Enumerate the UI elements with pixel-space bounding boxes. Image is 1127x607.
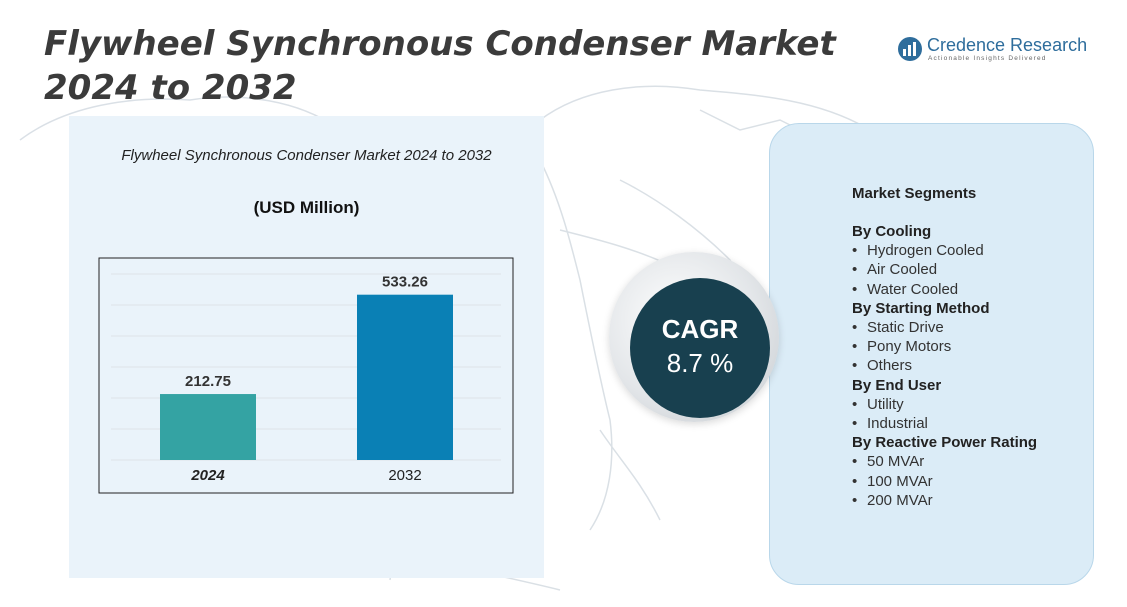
chart-title: Flywheel Synchronous Condenser Market 20… <box>121 147 492 164</box>
bullet-dot: • <box>852 395 858 413</box>
chart-panel: Flywheel Synchronous Condenser Market 20… <box>69 116 544 578</box>
segment-item-label: Air Cooled <box>867 261 938 279</box>
cagr-label: CAGR <box>661 314 739 344</box>
page-title: Flywheel Synchronous Condenser Market 20… <box>44 24 836 108</box>
segments-heading: Market Segments <box>852 185 977 202</box>
segment-item: • Hydrogen Cooled <box>852 241 1037 260</box>
brand-name: Credence Research <box>927 35 1088 55</box>
segment-item-label: 100 MVAr <box>867 472 933 490</box>
market-segments-panel: Market Segments By Cooling • Hydrogen Cool… <box>769 123 1094 585</box>
segment-item: • Utility <box>852 395 1037 414</box>
data-label: 533.26 <box>382 274 428 291</box>
segment-group-title: By End User <box>852 376 942 394</box>
credence-research-logo-icon <box>898 37 922 61</box>
bullet-dot: • <box>852 280 858 298</box>
segment-item: • Air Cooled <box>852 260 1037 279</box>
cagr-value: 8.7 % <box>666 348 734 378</box>
segment-item-label: Hydrogen Cooled <box>867 242 984 260</box>
segment-item-label: Industrial <box>867 415 928 433</box>
segment-item: • 50 MVAr <box>852 452 1037 471</box>
segment-group-title: By Reactive Power Rating <box>852 434 1038 452</box>
chart-frame <box>98 257 514 494</box>
segment-item-label: 200 MVAr <box>867 491 933 509</box>
bullet-dot: • <box>852 357 858 375</box>
segment-item: • 200 MVAr <box>852 491 1037 510</box>
chart-unit-label: (USD Million) <box>253 198 360 217</box>
segment-item-label: 50 MVAr <box>867 453 925 471</box>
segment-item-label: Static Drive <box>867 319 944 337</box>
category-label: 2024 <box>190 467 225 484</box>
segment-item-label: Utility <box>867 395 904 413</box>
segment-item: • Static Drive <box>852 318 1037 337</box>
segments-list: Market Segments By Cooling • Hydrogen Cool… <box>852 184 1037 510</box>
segment-item: • Pony Motors <box>852 337 1037 356</box>
bullet-dot: • <box>852 415 858 433</box>
segment-item: • Others <box>852 356 1037 375</box>
segment-item: • Water Cooled <box>852 280 1037 299</box>
segment-group-title: By Starting Method <box>852 299 990 317</box>
bar-chart: 212.75 2024 533.26 2032 <box>98 257 514 494</box>
cagr-badge: CAGR 8.7 % <box>630 278 770 418</box>
bullet-dot: • <box>852 242 858 260</box>
segment-group-title: By Cooling <box>852 223 932 240</box>
bar-2024 <box>160 394 256 460</box>
segment-item: • 100 MVAr <box>852 472 1037 491</box>
brand-logo: Credence Research Actionable Insights De… <box>897 34 1097 68</box>
segment-item-label: Others <box>867 357 913 375</box>
bullet-dot: • <box>852 319 858 337</box>
bullet-dot: • <box>852 261 858 279</box>
bullet-dot: • <box>852 491 858 509</box>
bullet-dot: • <box>852 338 858 356</box>
bullet-dot: • <box>852 472 858 490</box>
bar-2032 <box>357 294 453 460</box>
data-label: 212.75 <box>185 373 231 390</box>
segment-item: • Industrial <box>852 414 1037 433</box>
segment-item-label: Water Cooled <box>867 280 959 298</box>
bullet-dot: • <box>852 453 858 471</box>
brand-tagline: Actionable Insights Delivered <box>928 55 1047 62</box>
category-label: 2032 <box>388 467 421 484</box>
segment-item-label: Pony Motors <box>867 338 952 356</box>
